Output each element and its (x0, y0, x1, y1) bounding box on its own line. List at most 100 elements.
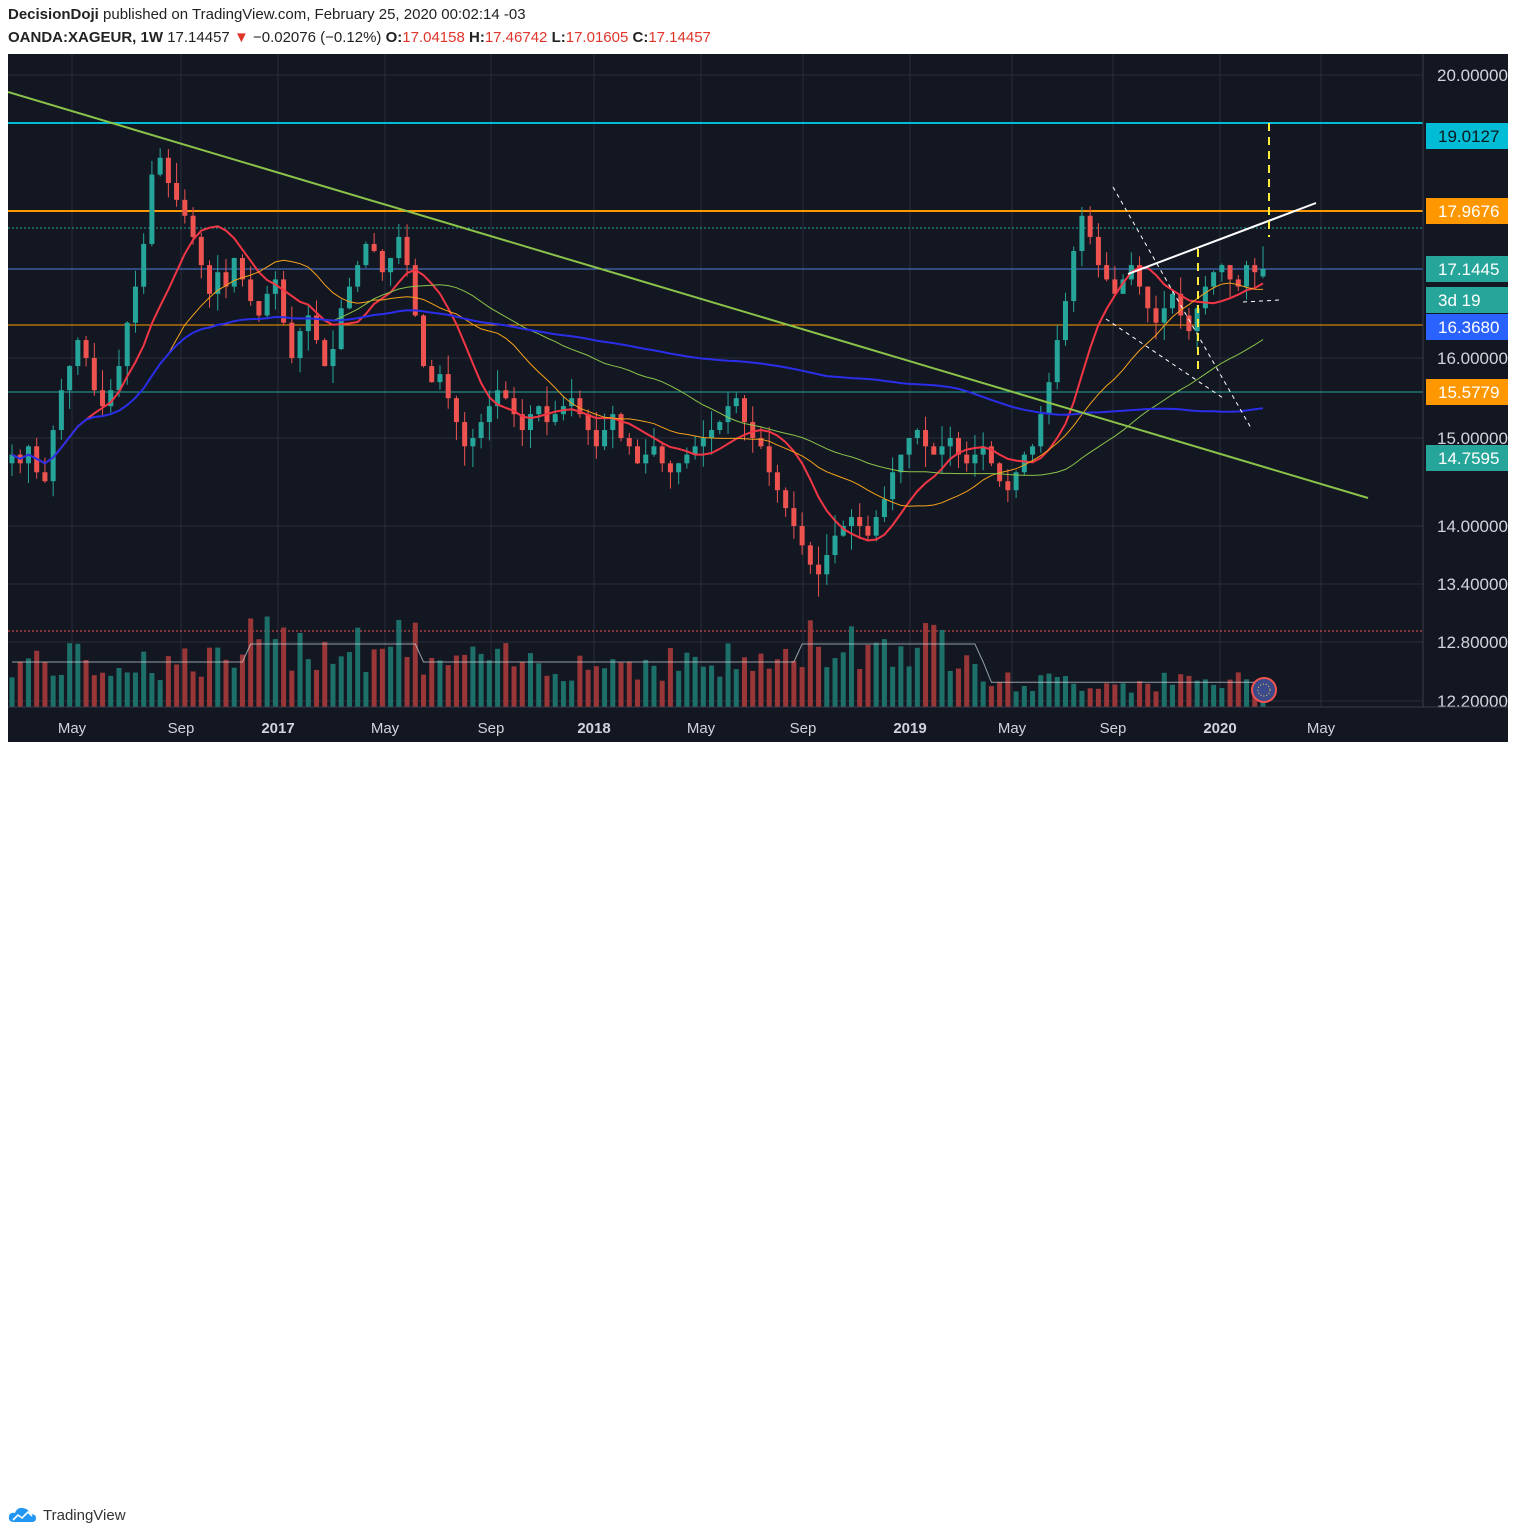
volume-bar (569, 680, 575, 707)
price-label-text: 17.9676 (1438, 202, 1499, 221)
volume-bar (955, 668, 961, 707)
volume-bar (947, 670, 953, 707)
candle-body (857, 517, 863, 526)
candle-body (67, 366, 73, 391)
candle-body (503, 390, 509, 399)
candle-body (577, 398, 583, 415)
volume-bar (256, 639, 262, 707)
cloud-icon (8, 1507, 36, 1522)
candle-body (272, 279, 278, 294)
volume-bar (1194, 680, 1200, 707)
candle-body (462, 422, 468, 447)
time-tick-label: 2017 (261, 720, 294, 737)
price-label-box (1426, 198, 1508, 224)
candle-body (807, 545, 813, 565)
candle-body (1235, 279, 1241, 287)
volume-bar (215, 647, 221, 707)
candle-body (610, 414, 616, 431)
volume-bar (692, 656, 698, 707)
candles (9, 148, 1266, 597)
volume-bar (421, 674, 427, 707)
candle-body (165, 157, 171, 184)
candle-body (223, 272, 229, 287)
volume-bar (881, 639, 887, 707)
open-label: O: (385, 29, 403, 46)
volume-bar (906, 666, 912, 707)
price-chart[interactable]: 20.00000 16.00000 15.00000 14.00000 13.40000… (7, 54, 1508, 742)
open-value: 17.04158 (402, 29, 465, 46)
down-triangle-icon: ▼ (233, 29, 249, 46)
volume-bar (91, 675, 97, 707)
volume-bar (486, 660, 492, 707)
volume-bar (404, 656, 410, 707)
candle-body (1005, 481, 1011, 491)
candle-body (1227, 265, 1233, 280)
candle-body (593, 430, 599, 447)
volume-bar (289, 670, 295, 707)
publish-line: DecisionDoji published on TradingView.co… (8, 6, 526, 23)
volume-bar (437, 660, 443, 707)
volume-bar (774, 659, 780, 707)
candle-body (528, 414, 534, 431)
candle-body (791, 508, 797, 526)
candle-body (100, 390, 106, 407)
time-tick-label: Sep (478, 720, 505, 737)
candle-body (1021, 454, 1027, 473)
high-label: H: (469, 29, 485, 46)
time-axis-background (8, 707, 1508, 742)
volume-bar (684, 652, 690, 707)
volume-bar (733, 669, 739, 707)
candle-body (824, 555, 830, 575)
volume-bar (17, 661, 23, 707)
moving-average-line (11, 259, 1264, 507)
candle-body (980, 446, 986, 455)
candle-body (1013, 472, 1019, 491)
candle-body (643, 454, 649, 464)
volume-bar (388, 646, 394, 707)
candle-body (470, 438, 476, 447)
volume-bar (116, 667, 122, 707)
volume-bar (174, 664, 180, 707)
price-label-text: 17.1445 (1438, 260, 1499, 279)
volume-bar (914, 647, 920, 707)
candle-body (840, 526, 846, 536)
volume-bar (511, 666, 517, 707)
chart-area[interactable]: 20.00000 16.00000 15.00000 14.00000 13.40000… (7, 54, 1508, 742)
low-value: 17.01605 (565, 29, 629, 46)
time-tick-label: Sep (168, 720, 195, 737)
price-tick-label: 12.20000 (1437, 692, 1508, 711)
tradingview-logo[interactable]: TradingView (8, 1506, 126, 1524)
candle-body (42, 472, 48, 482)
volume-bar (338, 656, 344, 707)
volume-bar (223, 659, 229, 707)
low-label: L: (551, 29, 566, 46)
volume-bar (495, 648, 501, 707)
volume-bar (34, 650, 40, 707)
candle-body (709, 430, 715, 438)
candle-body (421, 315, 427, 367)
author[interactable]: DecisionDoji (8, 6, 99, 23)
volume-bar (141, 651, 147, 707)
candle-body (1104, 265, 1110, 280)
volume-bar (667, 647, 673, 707)
candle-body (676, 463, 682, 473)
volume-bar (75, 643, 81, 707)
volume-bar (1178, 674, 1184, 707)
volume-bar (635, 679, 640, 707)
price-axis[interactable]: 20.00000 16.00000 15.00000 14.00000 13.40000… (1422, 54, 1508, 742)
time-tick-label: Sep (790, 720, 817, 737)
volume-bar (1186, 675, 1192, 707)
volume-average-line (12, 643, 1263, 683)
time-tick-label: May (687, 720, 716, 737)
volume-bar (544, 675, 550, 707)
volume-bar (124, 672, 130, 707)
long-term-trendline (7, 91, 1369, 499)
time-axis[interactable]: May Sep 2017 May Sep 2018 May Sep 2019 May Sep 2020… (8, 706, 1508, 742)
volume-bar (207, 647, 213, 707)
symbol[interactable]: OANDA:XAGEUR, 1W (8, 29, 164, 46)
candle-body (659, 446, 665, 464)
candle-body (832, 535, 838, 555)
candle-body (1038, 414, 1044, 447)
candle-body (412, 265, 418, 316)
volume-bar (1137, 681, 1143, 707)
